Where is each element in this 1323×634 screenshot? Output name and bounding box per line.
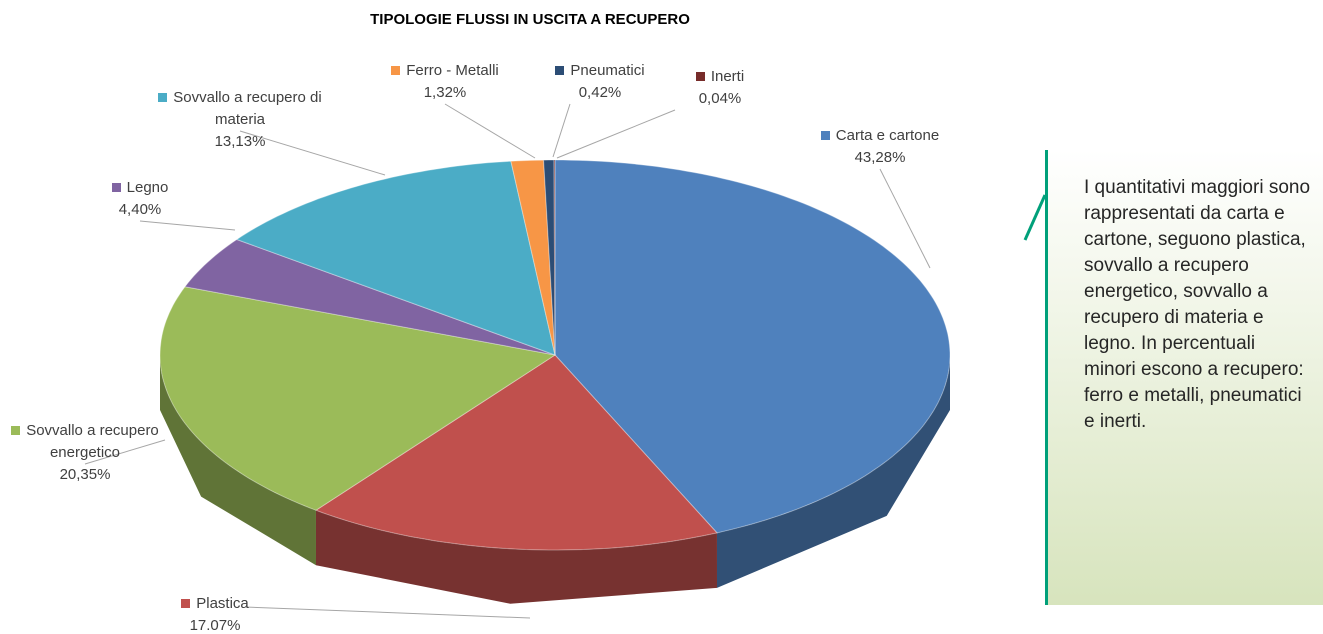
leader-line	[139, 220, 236, 231]
slice-side	[160, 355, 316, 566]
chart-title: TIPOLOGIE FLUSSI IN USCITA A RECUPERO	[370, 11, 690, 28]
annotation: I quantitativi maggiori sono rappresenta…	[1045, 150, 1323, 605]
data-label: Carta e cartone 43,28%	[795, 125, 965, 169]
data-label: Sovvallo a recupero energetico 20,35%	[5, 420, 165, 486]
leader-line	[556, 109, 676, 159]
label-value: 4,40%	[118, 201, 162, 218]
slice	[542, 158, 556, 356]
slice-side	[316, 510, 717, 604]
label-value: 17.07%	[189, 617, 241, 634]
label-value: 1,32%	[423, 84, 467, 101]
data-label: Ferro - Metalli 1,32%	[385, 60, 505, 104]
label-name-line: Legno	[90, 177, 190, 199]
label-name-line: Sovvallo a recupero energetico	[5, 420, 165, 464]
slice	[554, 159, 951, 534]
data-label: Legno 4,40%	[90, 177, 190, 221]
leader-line	[879, 168, 931, 269]
leader-line	[84, 439, 166, 465]
legend-swatch	[11, 426, 21, 435]
label-name-line: Plastica	[155, 593, 275, 615]
label-value: 43,28%	[854, 149, 906, 166]
label-value: 0,04%	[698, 90, 742, 107]
legend-swatch	[391, 66, 401, 75]
label-name: Legno	[126, 179, 169, 196]
legend-swatch	[695, 72, 705, 81]
data-label: Inerti 0,04%	[680, 66, 760, 110]
label-value: 13,13%	[214, 133, 266, 150]
legend-swatch	[555, 66, 565, 75]
slice	[314, 354, 718, 551]
legend-swatch	[158, 93, 168, 102]
label-name: Carta e cartone	[835, 127, 940, 144]
label-value: 0,42%	[578, 84, 622, 101]
label-value: 20,35%	[59, 466, 111, 483]
label-name: Pneumatici	[570, 62, 645, 79]
data-label: Pneumatici 0,42%	[540, 60, 660, 104]
slice-side	[717, 355, 950, 588]
slice	[236, 160, 556, 356]
label-name-line: Ferro - Metalli	[385, 60, 505, 82]
slice	[159, 286, 557, 511]
label-name: Ferro - Metalli	[406, 62, 499, 79]
label-name: Plastica	[196, 595, 249, 612]
label-name-line: Sovvallo a recupero di materia	[140, 87, 340, 131]
label-name-line: Inerti	[680, 66, 760, 88]
slice	[509, 159, 556, 356]
label-name: Sovvallo a recupero energetico	[26, 422, 159, 461]
leader-line	[239, 130, 386, 176]
legend-swatch	[181, 599, 191, 608]
leader-line	[552, 103, 571, 158]
legend-swatch	[111, 183, 121, 192]
legend-swatch	[820, 131, 830, 140]
callout-pointer	[1023, 194, 1047, 241]
data-label: Sovvallo a recupero di materia 13,13%	[140, 87, 340, 153]
data-label: Plastica 17.07%	[155, 593, 275, 634]
leader-line	[244, 606, 531, 619]
slice	[553, 159, 556, 356]
label-name-line: Carta e cartone	[795, 125, 965, 147]
label-name: Inerti	[710, 68, 745, 85]
slice	[184, 238, 556, 356]
label-name: Sovvallo a recupero di materia	[173, 89, 322, 128]
label-name-line: Pneumatici	[540, 60, 660, 82]
leader-line	[444, 103, 536, 159]
